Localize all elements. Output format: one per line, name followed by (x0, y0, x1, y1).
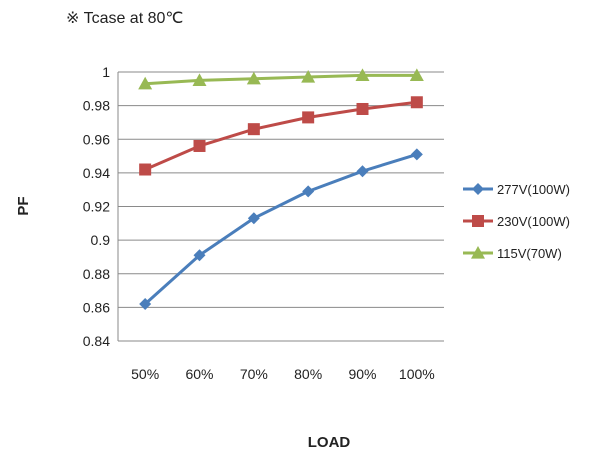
series-line (144, 100, 418, 171)
x-tick-label: 90% (348, 366, 376, 382)
legend-label: 277V(100W) (497, 182, 570, 197)
x-tick-labels: 50% 60% 70% 80% 90% 100% (131, 366, 435, 382)
y-tick-label: 0.92 (83, 199, 110, 215)
grid-lines (117, 71, 444, 342)
data-point (356, 102, 369, 115)
series-115v-70w- (138, 68, 424, 90)
data-point (247, 123, 260, 136)
y-tick-label: 0.98 (83, 98, 110, 114)
x-tick-label: 70% (240, 366, 268, 382)
data-point (246, 71, 261, 85)
data-point (409, 68, 424, 81)
data-point (301, 70, 316, 83)
y-axis-label: PF (15, 196, 32, 215)
legend-label: 230V(100W) (497, 214, 570, 229)
data-point (410, 148, 423, 161)
data-point (139, 163, 152, 176)
y-tick-label: 0.88 (83, 266, 110, 282)
legend-marker (472, 215, 484, 227)
legend-label: 115V(70W) (497, 246, 562, 261)
legend-marker (471, 246, 485, 259)
x-tick-label: 80% (294, 366, 322, 382)
x-tick-label: 100% (399, 366, 435, 382)
y-tick-label: 0.9 (91, 232, 111, 248)
chart-title: ※ Tcase at 80℃ (66, 10, 183, 27)
y-tick-label: 0.86 (83, 299, 110, 315)
x-tick-label: 60% (185, 366, 213, 382)
data-point (139, 298, 152, 311)
data-point (192, 73, 207, 87)
x-axis-label: LOAD (308, 434, 351, 451)
y-tick-label: 0.96 (83, 131, 110, 147)
data-point (356, 165, 369, 178)
data-point (302, 185, 315, 198)
series-277v-100w- (139, 148, 423, 311)
data-point (193, 139, 206, 152)
y-tick-label: 0.84 (83, 333, 110, 349)
y-tick-label: 0.94 (83, 165, 110, 181)
legend: 277V(100W) 230V(100W) 115V(70W) (463, 182, 570, 261)
series-group (138, 68, 424, 311)
data-point (193, 249, 206, 262)
x-tick-label: 50% (131, 366, 159, 382)
data-point (138, 76, 153, 90)
legend-marker (472, 183, 484, 195)
y-tick-label: 1 (102, 64, 110, 80)
data-point (410, 96, 423, 109)
series-line (145, 73, 417, 86)
legend-entry: 277V(100W) (463, 182, 570, 197)
data-point (302, 111, 315, 124)
y-tick-labels: 0.84 0.86 0.88 0.9 0.92 0.94 0.96 0.98 1 (83, 64, 110, 349)
data-point (355, 68, 370, 81)
legend-entry: 115V(70W) (463, 246, 562, 261)
data-point (247, 212, 260, 225)
series-line (144, 152, 418, 306)
legend-entry: 230V(100W) (463, 214, 570, 229)
series-230v-100w- (139, 96, 423, 176)
